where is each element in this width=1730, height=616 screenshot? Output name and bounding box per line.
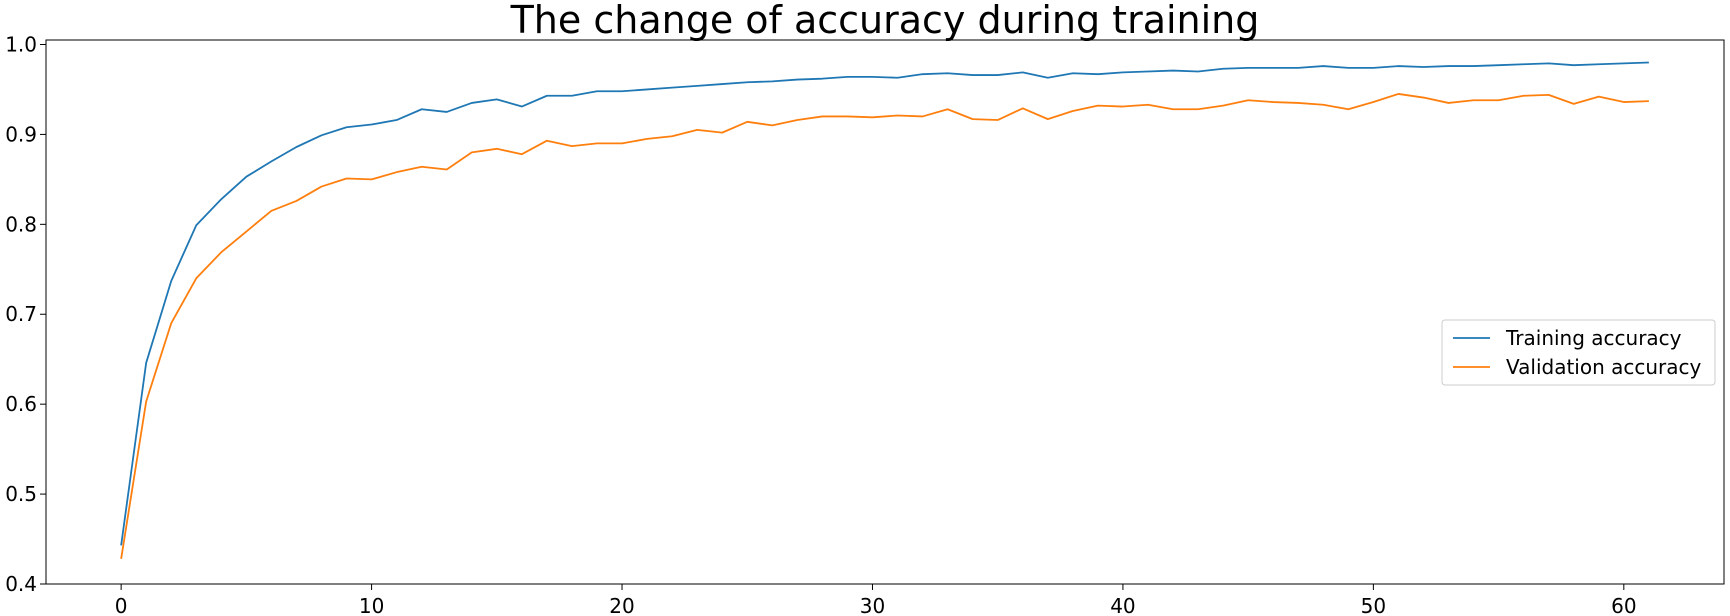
legend-label: Validation accuracy: [1506, 355, 1702, 379]
chart-title: The change of accuracy during training: [510, 0, 1260, 42]
plot-area-frame: [45, 39, 1725, 585]
legend-box: [1441, 319, 1716, 386]
x-tick-label: 50: [1361, 594, 1386, 616]
x-tick-label: 60: [1611, 594, 1636, 616]
legend-label: Training accuracy: [1505, 326, 1682, 350]
x-tick-label: 0: [115, 594, 128, 616]
y-tick-label: 1.0: [5, 32, 37, 56]
x-tick-label: 20: [609, 594, 634, 616]
legend: Training accuracy Validation accuracy: [1441, 319, 1716, 386]
series-line-training-accuracy: [120, 61, 1649, 546]
x-tick-label: 30: [860, 594, 885, 616]
plot-series-group: [120, 61, 1649, 559]
y-tick-label: 0.9: [5, 122, 37, 146]
x-axis: 0 10 20 30 40 50 60: [115, 584, 1637, 616]
y-tick-label: 0.7: [5, 302, 37, 326]
x-tick-label: 40: [1110, 594, 1135, 616]
y-tick-label: 0.4: [5, 572, 37, 596]
y-tick-label: 0.6: [5, 392, 37, 416]
y-axis: 0.4 0.5 0.6 0.7 0.8 0.9 1.0: [5, 32, 46, 596]
x-tick-label: 10: [359, 594, 384, 616]
series-line-validation-accuracy: [120, 93, 1649, 559]
y-tick-label: 0.8: [5, 212, 37, 236]
y-tick-label: 0.5: [5, 482, 37, 506]
